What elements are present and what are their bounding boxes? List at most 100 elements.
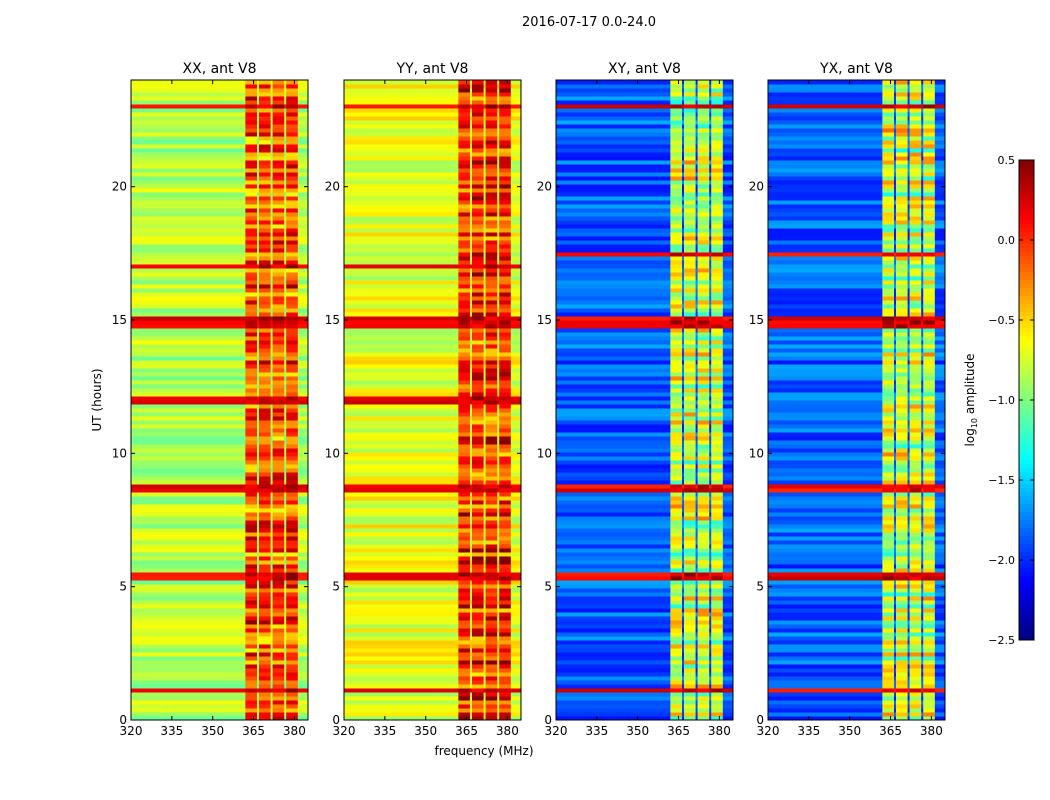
colorbar-tick-label: 0.0 (998, 234, 1016, 247)
heatmap-cell-rfi (697, 100, 710, 105)
heatmap-row-background (556, 676, 733, 681)
heatmap-row-background (131, 388, 308, 393)
heatmap-row-background (344, 588, 521, 593)
heatmap-cell-rfi (245, 624, 257, 629)
heatmap-row-background (344, 108, 521, 113)
heatmap-cell-rfi (245, 492, 257, 497)
heatmap-row-background (556, 236, 733, 241)
heatmap-cell-rfi (458, 348, 470, 353)
colorbar-segment (1019, 532, 1034, 537)
heatmap-cell-rfi (286, 712, 298, 717)
heatmap-cell-rfi (286, 208, 298, 213)
heatmap-row-background (131, 376, 308, 381)
heatmap-cell-rfi (895, 588, 908, 593)
heatmap-cell-rfi (697, 472, 710, 477)
heatmap-cell-rfi (272, 104, 285, 109)
colorbar-segment (1019, 352, 1034, 357)
heatmap-row-background (131, 320, 308, 325)
heatmap-cell-rfi (458, 352, 470, 357)
heatmap-cell-rfi (458, 384, 470, 389)
y-tick-label: 20 (112, 180, 127, 194)
heatmap-cell-rfi (286, 88, 298, 93)
heatmap-cell-rfi (909, 528, 922, 533)
heatmap-cell-rfi (697, 544, 710, 549)
heatmap-row-background (344, 620, 521, 625)
heatmap-cell-rfi (499, 92, 511, 97)
heatmap-row-background (768, 468, 945, 473)
heatmap-row-background (768, 128, 945, 133)
heatmap-row-background (344, 636, 521, 641)
heatmap-cell-rfi (485, 532, 498, 537)
heatmap-cell-rfi (923, 176, 935, 181)
heatmap-row-background (131, 328, 308, 333)
heatmap-cell-rfi (258, 220, 271, 225)
heatmap-row-background (768, 320, 945, 325)
heatmap-cell-rfi (882, 240, 894, 245)
heatmap-cell-rfi (471, 692, 484, 697)
heatmap-cell-rfi (245, 216, 257, 221)
heatmap-row-background (556, 600, 733, 605)
heatmap-cell-rfi (909, 644, 922, 649)
heatmap-row-background (131, 548, 308, 553)
heatmap-cell-rfi (683, 552, 696, 557)
heatmap-row-background (556, 88, 733, 93)
heatmap-cell-rfi (458, 116, 470, 121)
heatmap-cell-rfi (882, 496, 894, 501)
heatmap-cell-rfi (711, 88, 723, 93)
heatmap-cell-rfi (909, 492, 922, 497)
heatmap-cell-rfi (286, 388, 298, 393)
heatmap-cell-rfi (258, 356, 271, 361)
heatmap-cell-rfi (670, 312, 682, 317)
heatmap-cell-rfi (697, 392, 710, 397)
heatmap-row-background (344, 124, 521, 129)
heatmap-cell-rfi (458, 676, 470, 681)
heatmap-row-background (556, 208, 733, 213)
heatmap-cell-rfi (670, 284, 682, 289)
heatmap-cell-rfi (923, 472, 935, 477)
heatmap-row-background (556, 368, 733, 373)
heatmap-cell-rfi (458, 560, 470, 565)
heatmap-cell-rfi (272, 624, 285, 629)
heatmap-row-background (556, 96, 733, 101)
heatmap-cell-rfi (485, 164, 498, 169)
colorbar-segment (1019, 340, 1034, 345)
heatmap-cell-rfi (485, 420, 498, 425)
heatmap-cell-rfi (245, 500, 257, 505)
heatmap-cell-rfi (923, 396, 935, 401)
heatmap-cell-rfi (485, 292, 498, 297)
heatmap-cell-rfi (499, 404, 511, 409)
y-tick-label: 5 (544, 580, 552, 594)
heatmap-cell-rfi (909, 476, 922, 481)
heatmap-cell-rfi (458, 440, 470, 445)
heatmap-row-background (344, 100, 521, 105)
heatmap-row-background (768, 628, 945, 633)
heatmap-cell-rfi (485, 108, 498, 113)
colorbar-segment (1019, 412, 1034, 417)
heatmap-row-background (768, 412, 945, 417)
heatmap-row-background (344, 456, 521, 461)
heatmap-cell-rfi (895, 84, 908, 89)
heatmap-cell-rfi (272, 560, 285, 565)
heatmap-cell-rfi (471, 232, 484, 237)
heatmap-cell-rfi (895, 652, 908, 657)
heatmap-cell-rfi (272, 176, 285, 181)
heatmap-cell-rfi (711, 344, 723, 349)
heatmap-cell-rfi (923, 364, 935, 369)
heatmap-cell-rfi (458, 632, 470, 637)
heatmap-cell-rfi (471, 560, 484, 565)
heatmap-cell-rfi (458, 148, 470, 153)
heatmap-cell-rfi (458, 152, 470, 157)
heatmap-row-background (556, 336, 733, 341)
heatmap-row-background (556, 552, 733, 557)
heatmap-cell-rfi (882, 640, 894, 645)
heatmap-cell-rfi (258, 372, 271, 377)
heatmap-row-background (131, 280, 308, 285)
heatmap-row-background (768, 660, 945, 665)
heatmap-cell-rfi (895, 240, 908, 245)
heatmap-row-background (131, 340, 308, 345)
colorbar-segment (1019, 480, 1034, 485)
colorbar-segment (1019, 488, 1034, 493)
heatmap-cell-rfi (882, 380, 894, 385)
heatmap-cell-rfi (458, 556, 470, 561)
heatmap-row-background (768, 648, 945, 653)
